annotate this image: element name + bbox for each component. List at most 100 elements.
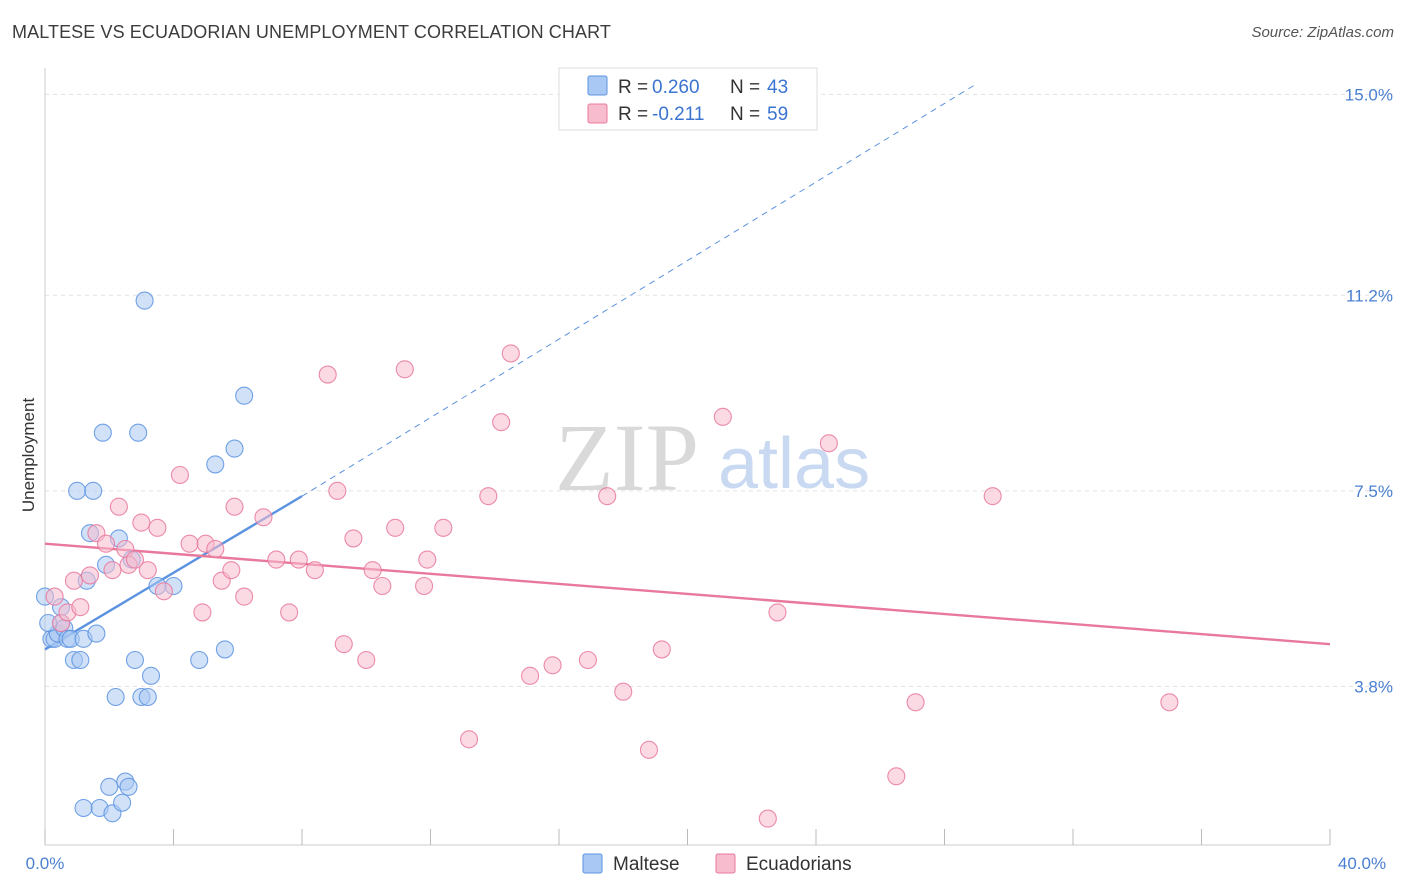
point-0-36 (206, 455, 225, 474)
point-0-37 (215, 640, 234, 659)
point-1-27 (267, 550, 286, 569)
point-1-55 (758, 809, 777, 828)
bottom-legend-label-ecuadorians: Ecuadorians (746, 854, 852, 875)
legend-r-label-ecuadorians: R = (618, 104, 648, 125)
point-0-25 (119, 777, 138, 796)
point-1-46 (501, 344, 520, 363)
y-tick-label-1: 7.5% (1354, 482, 1393, 501)
data-points (35, 291, 1179, 828)
point-1-36 (363, 561, 382, 580)
point-1-4 (71, 598, 90, 617)
point-0-15 (87, 624, 106, 643)
point-1-38 (386, 518, 405, 537)
point-1-51 (614, 682, 633, 701)
y-axis-tick-labels: 3.8% 7.5% 11.2% 15.0% (1345, 85, 1393, 696)
point-0-19 (100, 777, 119, 796)
point-1-35 (357, 650, 376, 670)
point-1-48 (543, 656, 562, 675)
legend-n-value-ecuadorians: 59 (767, 104, 788, 125)
bottom-legend-swatch-maltese (582, 853, 603, 874)
point-1-45 (492, 413, 511, 432)
point-1-40 (415, 576, 434, 596)
watermark-atlas: atlas (718, 424, 870, 504)
y-tick-label-0: 3.8% (1354, 677, 1393, 696)
legend-swatch-maltese (587, 75, 608, 96)
point-1-16 (154, 582, 173, 601)
x-tick-label-min: 0.0% (26, 854, 65, 873)
bottom-legend-label-maltese: Maltese (613, 854, 680, 875)
point-1-57 (819, 434, 838, 453)
trend-line-1 (44, 542, 1331, 646)
point-1-24 (225, 497, 244, 516)
point-1-52 (639, 740, 659, 759)
point-1-8 (103, 561, 122, 580)
point-1-28 (280, 603, 299, 622)
point-1-19 (193, 603, 212, 622)
point-1-61 (1160, 693, 1179, 712)
bottom-legend: Maltese Ecuadorians (582, 853, 852, 875)
point-1-17 (170, 465, 189, 485)
bottom-legend-swatch-ecuadorians (715, 853, 736, 874)
point-1-43 (459, 730, 479, 749)
point-0-38 (225, 439, 244, 458)
point-1-49 (578, 650, 597, 670)
watermark-zip: ZIP (555, 404, 699, 511)
point-0-14 (84, 481, 103, 500)
source-label: Source: ZipAtlas.com (1251, 24, 1394, 41)
x-axis-ticks (44, 829, 1331, 845)
point-0-42 (74, 798, 93, 818)
point-1-58 (887, 767, 906, 786)
point-1-53 (652, 640, 671, 659)
point-1-0 (45, 587, 64, 606)
point-0-32 (141, 666, 161, 685)
point-1-7 (96, 534, 116, 553)
point-1-31 (318, 365, 337, 384)
point-1-60 (983, 487, 1002, 506)
legend-r-label-maltese: R = (618, 77, 648, 98)
chart-title: MALTESE VS ECUADORIAN UNEMPLOYMENT CORRE… (12, 22, 611, 42)
point-1-47 (521, 666, 540, 685)
point-1-14 (138, 561, 157, 580)
point-1-9 (109, 497, 128, 516)
point-1-21 (206, 539, 225, 559)
point-1-37 (373, 576, 392, 596)
legend-n-label-maltese: N = (730, 77, 760, 98)
point-1-29 (289, 550, 308, 569)
point-1-15 (148, 518, 167, 537)
point-1-30 (305, 561, 324, 580)
point-1-23 (222, 561, 241, 580)
legend-r-value-maltese: 0.260 (652, 77, 700, 98)
legend-r-value-ecuadorians: -0.211 (652, 104, 704, 125)
point-1-39 (395, 360, 414, 379)
point-1-18 (180, 534, 199, 553)
point-1-32 (328, 481, 347, 500)
point-1-59 (906, 693, 925, 712)
point-0-27 (125, 650, 144, 670)
y-tick-label-3: 15.0% (1345, 85, 1393, 104)
legend-swatch-ecuadorians (587, 103, 608, 124)
point-1-25 (235, 587, 254, 606)
point-0-10 (71, 650, 90, 670)
point-0-31 (138, 687, 157, 707)
point-1-34 (344, 529, 363, 548)
point-1-50 (598, 487, 617, 506)
x-tick-label-max: 40.0% (1338, 854, 1386, 873)
point-0-30 (135, 291, 154, 310)
point-0-28 (129, 423, 148, 442)
point-1-3 (64, 571, 83, 590)
legend-n-value-maltese: 43 (767, 77, 788, 98)
y-axis-title: Unemployment (19, 398, 38, 513)
point-0-39 (235, 386, 254, 405)
point-0-21 (106, 687, 125, 707)
point-1-33 (334, 635, 353, 654)
point-0-35 (190, 650, 209, 670)
point-0-17 (93, 423, 112, 442)
legend: R = 0.260 N = 43 R = -0.211 N = 59 (558, 67, 818, 131)
point-1-26 (254, 508, 273, 527)
y-tick-label-2: 11.2% (1346, 286, 1393, 305)
point-0-9 (68, 481, 87, 500)
point-1-44 (479, 487, 498, 506)
point-1-42 (434, 518, 453, 537)
point-1-12 (125, 550, 144, 569)
